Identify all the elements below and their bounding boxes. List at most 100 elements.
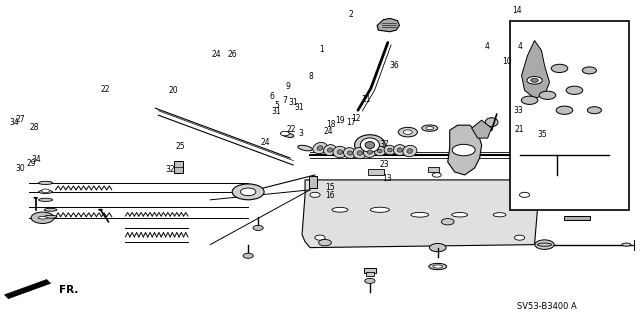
Text: 10: 10: [502, 56, 512, 65]
Circle shape: [315, 235, 325, 240]
Circle shape: [521, 96, 538, 104]
Text: 34: 34: [10, 117, 20, 127]
Circle shape: [398, 127, 417, 137]
Circle shape: [365, 278, 375, 283]
Ellipse shape: [452, 212, 468, 217]
Ellipse shape: [324, 145, 337, 155]
Bar: [564, 216, 590, 220]
Text: 1: 1: [319, 45, 324, 55]
Text: 12: 12: [351, 114, 360, 123]
Text: 31: 31: [294, 103, 304, 112]
Ellipse shape: [44, 208, 57, 211]
Text: 16: 16: [324, 190, 334, 200]
Text: 4: 4: [485, 42, 490, 51]
Ellipse shape: [426, 127, 433, 130]
Ellipse shape: [348, 151, 353, 155]
Ellipse shape: [429, 263, 447, 270]
Ellipse shape: [317, 146, 323, 150]
Ellipse shape: [374, 146, 386, 156]
Ellipse shape: [422, 125, 438, 131]
Polygon shape: [522, 41, 550, 98]
Ellipse shape: [411, 212, 429, 217]
Circle shape: [556, 106, 573, 114]
Text: 2: 2: [348, 10, 353, 19]
Circle shape: [253, 225, 263, 230]
Polygon shape: [4, 279, 51, 299]
Text: 15: 15: [324, 183, 334, 192]
Ellipse shape: [403, 145, 417, 157]
Text: FR.: FR.: [60, 286, 79, 295]
Bar: [509, 21, 629, 210]
Circle shape: [403, 130, 412, 134]
Text: 24: 24: [211, 49, 221, 59]
Bar: [366, 272, 374, 276]
Text: 7: 7: [282, 96, 287, 105]
Text: 28: 28: [29, 123, 38, 132]
Text: 25: 25: [176, 142, 186, 151]
Ellipse shape: [397, 148, 403, 152]
Text: SV53-B3400 A: SV53-B3400 A: [517, 302, 577, 311]
Ellipse shape: [282, 133, 294, 137]
Circle shape: [432, 173, 441, 177]
Text: 18: 18: [326, 120, 335, 129]
Circle shape: [520, 192, 530, 197]
Ellipse shape: [298, 145, 312, 151]
Ellipse shape: [365, 142, 374, 149]
Ellipse shape: [313, 142, 327, 154]
Circle shape: [535, 240, 554, 249]
Polygon shape: [472, 120, 492, 138]
Ellipse shape: [357, 151, 363, 155]
Ellipse shape: [38, 181, 52, 184]
Circle shape: [310, 192, 320, 197]
Ellipse shape: [333, 146, 347, 158]
Ellipse shape: [407, 149, 413, 153]
Ellipse shape: [538, 243, 552, 246]
Circle shape: [527, 77, 542, 84]
Text: 37: 37: [379, 140, 388, 149]
Text: 3: 3: [298, 129, 303, 138]
Text: 20: 20: [168, 86, 178, 95]
Ellipse shape: [38, 190, 52, 193]
Circle shape: [452, 144, 475, 156]
Ellipse shape: [34, 197, 38, 198]
Text: 36: 36: [390, 61, 399, 70]
Ellipse shape: [44, 215, 57, 218]
Text: 6: 6: [269, 92, 275, 101]
Circle shape: [582, 67, 596, 74]
Circle shape: [31, 212, 54, 224]
Ellipse shape: [378, 149, 382, 153]
Circle shape: [319, 240, 332, 246]
Circle shape: [42, 189, 49, 193]
Ellipse shape: [38, 217, 47, 219]
Ellipse shape: [371, 207, 390, 212]
Text: 23: 23: [379, 160, 388, 169]
Text: 4: 4: [518, 42, 522, 51]
Ellipse shape: [394, 145, 406, 155]
Ellipse shape: [367, 150, 372, 154]
Ellipse shape: [493, 213, 506, 217]
Ellipse shape: [364, 147, 376, 157]
Ellipse shape: [384, 145, 396, 155]
Ellipse shape: [38, 198, 52, 201]
Ellipse shape: [433, 265, 442, 268]
Text: 29: 29: [26, 159, 36, 168]
Ellipse shape: [622, 243, 631, 246]
Ellipse shape: [485, 118, 498, 127]
Text: 17: 17: [346, 118, 355, 128]
Text: 35: 35: [538, 130, 547, 138]
Bar: [308, 176, 317, 188]
Circle shape: [531, 78, 538, 82]
Circle shape: [442, 219, 454, 225]
Text: 31: 31: [289, 98, 298, 107]
Text: 27: 27: [15, 115, 25, 124]
Polygon shape: [377, 19, 399, 32]
Text: 30: 30: [15, 164, 25, 173]
Text: 22: 22: [100, 85, 109, 94]
Bar: [364, 268, 376, 273]
Text: 33: 33: [513, 106, 523, 115]
Ellipse shape: [355, 135, 385, 155]
Circle shape: [566, 86, 583, 94]
Ellipse shape: [337, 150, 343, 154]
Circle shape: [232, 184, 264, 200]
Text: 26: 26: [228, 49, 237, 59]
